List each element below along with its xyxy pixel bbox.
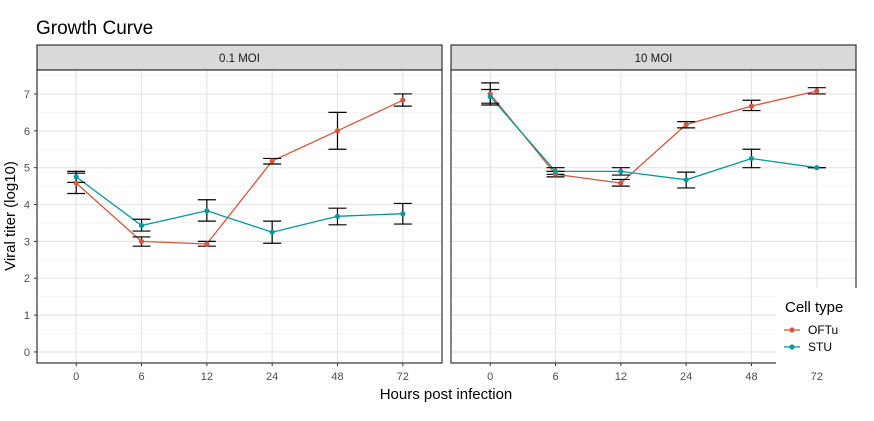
legend-key-point (789, 327, 795, 333)
legend-item: OFTu (784, 323, 838, 337)
legend-title: Cell type (785, 299, 843, 316)
series-line (489, 96, 817, 181)
data-point (748, 103, 755, 109)
y-tick-label: 0 (24, 347, 30, 359)
y-tick-label: 5 (24, 163, 30, 175)
y-axis-title: Viral titer (log10) (2, 161, 19, 271)
x-tick-label: 12 (201, 371, 213, 383)
legend-key-point (789, 344, 795, 350)
data-point (400, 97, 406, 103)
data-point (138, 238, 145, 244)
chart-title: Growth Curve (36, 18, 153, 39)
x-tick-label: 6 (552, 371, 558, 383)
data-point (73, 174, 79, 180)
data-point (334, 128, 341, 134)
data-point (487, 93, 493, 100)
x-tick-label: 72 (397, 371, 409, 383)
data-point (683, 121, 689, 128)
y-tick-label: 4 (24, 200, 30, 212)
panel-border (36, 69, 443, 364)
data-point (269, 229, 275, 235)
data-point (814, 165, 820, 171)
data-point (269, 158, 275, 164)
facet-strip (450, 44, 857, 71)
plot-area (37, 70, 442, 363)
x-tick-label: 24 (680, 371, 692, 383)
data-point (334, 213, 341, 219)
facet-strip-label: 0.1 MOI (219, 53, 260, 65)
legend-background (776, 288, 872, 366)
data-point (552, 168, 559, 174)
x-tick-label: 6 (138, 371, 144, 383)
y-tick-label: 1 (24, 310, 30, 322)
data-point (204, 241, 210, 247)
x-tick-label: 0 (487, 371, 493, 383)
data-point (204, 208, 210, 214)
data-point (400, 211, 406, 217)
x-tick-label: 48 (331, 371, 343, 383)
x-tick-label: 72 (811, 371, 823, 383)
x-tick-label: 12 (615, 371, 627, 383)
y-tick-label: 2 (24, 273, 30, 285)
series-line (75, 99, 404, 245)
legend: Cell type OFTu STU (776, 288, 872, 366)
panel-border (450, 69, 857, 364)
data-point (683, 177, 689, 183)
data-point (748, 155, 755, 162)
x-tick-label: 0 (73, 371, 79, 383)
x-axis-title: Hours post infection (380, 386, 513, 403)
y-tick-label: 6 (24, 126, 30, 138)
facet-strip (36, 44, 443, 71)
facet-strip-label: 10 MOI (635, 53, 673, 65)
data-point (814, 88, 820, 94)
data-point (138, 222, 145, 229)
y-tick-label: 3 (24, 236, 30, 248)
legend-label: OFTu (808, 323, 838, 337)
data-point (618, 168, 624, 174)
facet-panel: 10 MOI 0 6 12 24 48 72 (450, 44, 857, 383)
x-tick-label: 24 (266, 371, 278, 383)
x-tick-label: 48 (745, 371, 757, 383)
data-point (73, 180, 79, 186)
series-line (75, 176, 403, 233)
series-line (489, 90, 817, 184)
y-tick-label: 7 (24, 89, 30, 101)
data-point (618, 180, 624, 186)
legend-label: STU (808, 340, 832, 354)
legend-item: STU (784, 340, 832, 354)
